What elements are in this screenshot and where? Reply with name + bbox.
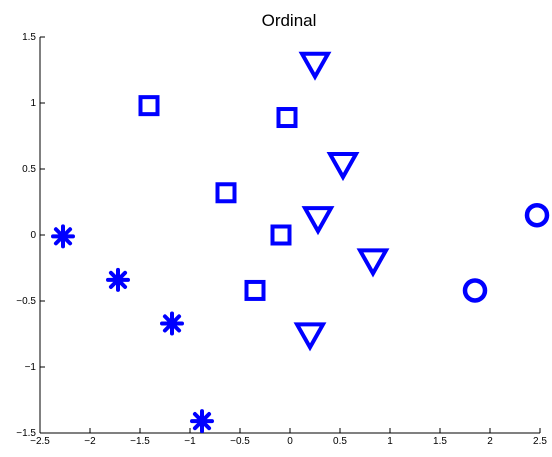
x-tick-label: 2.5	[533, 436, 547, 447]
markers	[53, 54, 547, 431]
square-marker	[247, 282, 264, 299]
y-tick-label: 0	[30, 230, 36, 241]
x-tick-label: 2	[487, 436, 493, 447]
circle-marker	[527, 205, 547, 225]
chart-title: Ordinal	[262, 11, 317, 30]
x-tick-label: 0.5	[333, 436, 347, 447]
triangle-down-marker	[360, 250, 386, 273]
asterisk-marker	[53, 226, 73, 246]
square-marker	[279, 109, 296, 126]
asterisk-marker	[192, 411, 212, 431]
x-tick-label: 1.5	[433, 436, 447, 447]
x-tick-label: −1.5	[130, 436, 150, 447]
y-tick-label: 1.5	[22, 32, 36, 43]
y-tick-label: −1.5	[16, 428, 36, 439]
y-tick-label: −1	[25, 362, 37, 373]
x-tick-label: −0.5	[230, 436, 250, 447]
square-marker	[218, 184, 235, 201]
triangle-down-marker	[297, 324, 323, 347]
x-tick-label: −2	[84, 436, 96, 447]
square-marker	[141, 97, 158, 114]
circle-marker	[465, 280, 485, 300]
triangle-down-marker	[330, 154, 356, 177]
asterisk-marker	[162, 313, 182, 333]
y-tick-label: 0.5	[22, 164, 36, 175]
square-marker	[273, 227, 290, 244]
triangle-down-marker	[305, 208, 331, 231]
x-tick-label: 1	[387, 436, 393, 447]
triangle-down-marker	[302, 54, 328, 77]
y-tick-label: −0.5	[16, 296, 36, 307]
x-tick-label: −1	[184, 436, 196, 447]
axes: −2.5 −2 −1.5 −1 −0.5 0 0.5 1 1.5 2 2.5−1.5−1−0.500…	[16, 32, 547, 447]
y-tick-label: 1	[30, 98, 36, 109]
asterisk-marker	[108, 270, 128, 290]
x-tick-label: 0	[287, 436, 293, 447]
